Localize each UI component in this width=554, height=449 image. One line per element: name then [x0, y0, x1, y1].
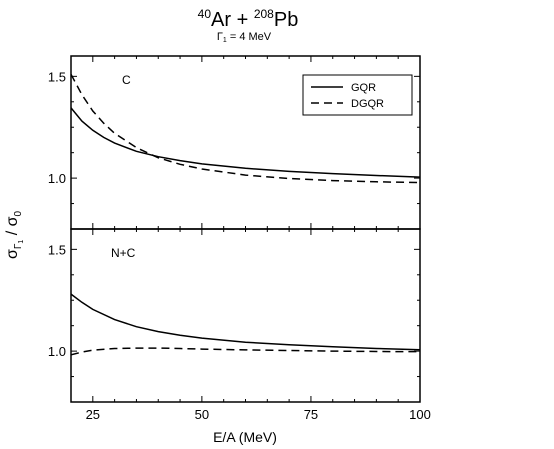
subtitle-value: = 4 MeV: [227, 31, 272, 43]
subtitle-gamma-index: 1: [223, 37, 227, 44]
y-label-slash: /: [4, 226, 21, 239]
series-line-gqr: [70, 293, 421, 351]
legend: GQR DGQR: [302, 74, 413, 116]
y-label-sigma0: σ: [4, 216, 21, 226]
x-tick-label: 50: [195, 407, 209, 422]
figure-title: 40Ar + 208Pb: [198, 7, 299, 31]
y-label-gamma-index: 1: [18, 240, 25, 244]
y-label-zero: 0: [13, 211, 24, 217]
y-tick-label: 1.0: [48, 344, 66, 359]
subtitle-gamma: Γ: [217, 31, 223, 43]
legend-box: [302, 74, 413, 116]
y-axis-label: σΓ1 / σ0: [4, 211, 25, 260]
figure-subtitle: Γ1 = 4 MeV: [217, 31, 272, 44]
panel-top: 1.0 1.5 C GQR DGQR: [48, 55, 421, 230]
x-tick-label: 75: [304, 407, 318, 422]
title-plus: +: [231, 9, 254, 31]
title-projectile: Ar: [211, 9, 231, 31]
y-tick-label: 1.5: [48, 242, 66, 257]
legend-label: GQR: [351, 82, 376, 94]
y-label-gamma: Γ: [13, 243, 24, 249]
title-target-mass: 208: [254, 7, 274, 21]
x-axis-label: E/A (MeV): [213, 429, 277, 445]
series-line-dgqr: [70, 73, 421, 184]
y-tick-label: 1.0: [48, 171, 66, 186]
panel-bottom: 25 50 75 100 1.0 1.5 N+C: [48, 228, 431, 422]
y-label-sigma: σ: [4, 249, 21, 259]
panel-label: N+C: [111, 246, 136, 260]
panel-label: C: [122, 73, 131, 87]
y-tick-label: 1.5: [48, 69, 66, 84]
x-tick-label: 100: [409, 407, 431, 422]
series-line-dgqr: [70, 347, 421, 356]
title-projectile-mass: 40: [198, 7, 212, 21]
x-tick-label: 25: [86, 407, 100, 422]
series-line-gqr: [70, 107, 421, 178]
title-target: Pb: [274, 9, 298, 31]
legend-label: DGQR: [351, 98, 384, 110]
